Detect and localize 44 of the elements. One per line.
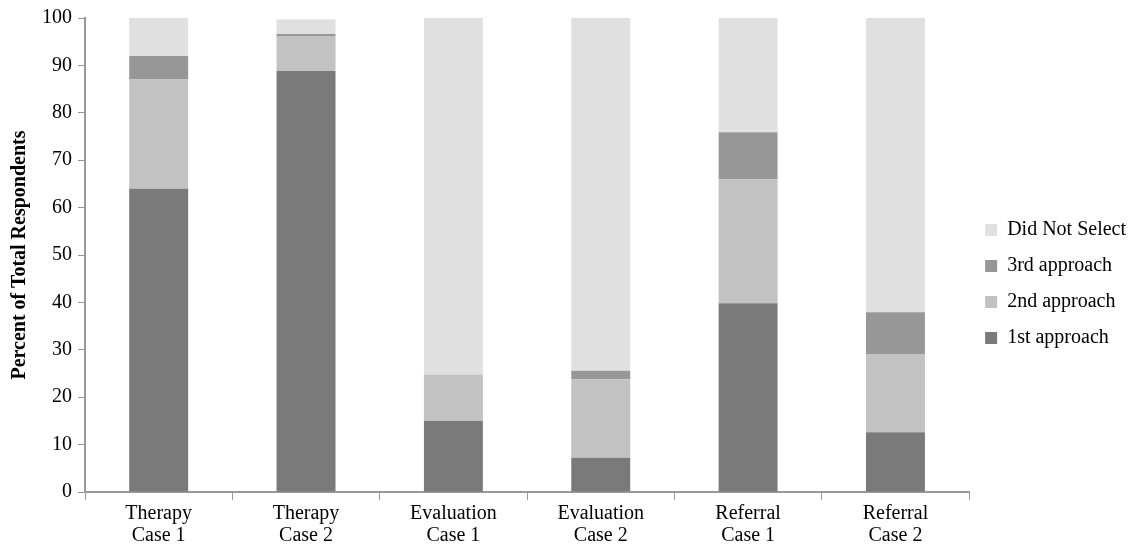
legend-label: 1st approach (1007, 325, 1109, 349)
bar (718, 132, 778, 180)
x-tick-label: Evaluation Case 1 (410, 501, 497, 546)
bar (865, 18, 925, 313)
x-tick-label: Referral Case 2 (862, 501, 929, 546)
bar (129, 188, 189, 492)
y-tick-label: 10 (52, 431, 72, 454)
y-tick-label: 50 (52, 242, 72, 265)
y-tick-label: 40 (52, 289, 72, 312)
y-tick-label: 70 (52, 147, 72, 170)
bar (423, 420, 483, 492)
x-tick-label: Therapy Case 2 (272, 501, 340, 546)
bar (423, 374, 483, 421)
y-tick-label: 0 (62, 479, 72, 502)
bar (865, 312, 925, 355)
bar (571, 370, 631, 380)
bar (718, 18, 778, 133)
bar (571, 379, 631, 458)
legend-label: 2nd approach (1007, 289, 1116, 313)
x-tick-label: Evaluation Case 2 (557, 501, 645, 546)
bar (276, 19, 336, 35)
bar (718, 179, 778, 304)
x-tick-label: Therapy Case 1 (125, 501, 192, 546)
bar (718, 303, 778, 492)
y-tick-label: 20 (52, 384, 72, 407)
bar (129, 79, 189, 189)
bar (571, 457, 631, 492)
bar (129, 55, 189, 80)
x-tick-label: Referral Case 1 (715, 501, 782, 546)
y-tick-label: 100 (42, 5, 72, 28)
bar (571, 18, 631, 371)
bar (276, 36, 336, 72)
y-axis-title: Percent of Total Respondents (7, 130, 31, 380)
legend-label: 3rd approach (1007, 253, 1113, 277)
y-tick-label: 60 (52, 194, 72, 217)
y-tick-label: 80 (52, 100, 72, 123)
bar (129, 18, 189, 56)
y-tick-label: 30 (52, 337, 72, 360)
y-tick-label: 90 (52, 52, 72, 75)
bar (423, 18, 483, 375)
bar (865, 354, 925, 433)
bar (276, 71, 336, 492)
legend-label: Did Not Select (1007, 217, 1127, 240)
bar (865, 432, 925, 492)
